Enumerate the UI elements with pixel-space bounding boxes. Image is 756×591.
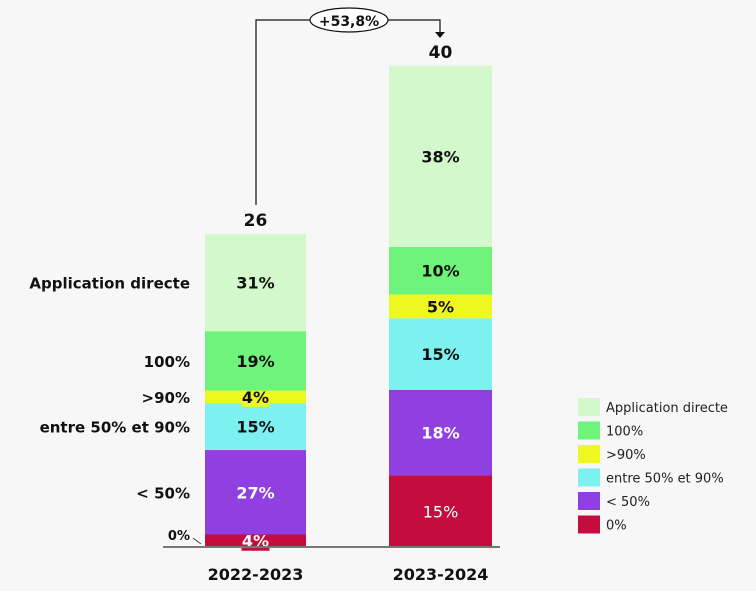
x-tick-label: 2023-2024	[393, 565, 489, 584]
legend-label: >90%	[606, 448, 646, 463]
bar-segment	[205, 331, 306, 391]
data-label: 18%	[421, 424, 459, 443]
legend-label: Application directe	[606, 401, 728, 416]
data-label: 5%	[427, 297, 454, 316]
legend-swatch	[578, 398, 600, 416]
side-label: 100%	[144, 353, 190, 371]
legend-swatch	[578, 421, 600, 440]
data-label: 4%	[242, 388, 269, 407]
bar-segment	[389, 65, 492, 247]
x-tick-label: 2022-2023	[208, 565, 304, 584]
legend-swatch	[578, 515, 600, 534]
bar-segment	[389, 475, 492, 547]
data-label: 10%	[421, 262, 459, 281]
legend-label: < 50%	[606, 495, 650, 510]
side-label: entre 50% et 90%	[40, 419, 190, 437]
data-label: 15%	[423, 502, 459, 521]
data-label: 15%	[236, 418, 274, 437]
legend-label: 0%	[606, 519, 627, 534]
bar-segment	[205, 403, 306, 451]
data-label: 15%	[421, 345, 459, 364]
data-label: 27%	[236, 483, 274, 502]
legend-label: 100%	[606, 425, 643, 440]
data-label: 31%	[236, 274, 274, 293]
bar-segment	[389, 318, 492, 390]
legend-swatch	[578, 468, 600, 487]
data-label: 38%	[421, 147, 459, 166]
legend-label: entre 50% et 90%	[606, 472, 724, 487]
legend-swatch	[578, 445, 600, 463]
total-label: 40	[429, 43, 453, 63]
bar-segment	[205, 450, 306, 535]
growth-badge	[309, 7, 389, 33]
side-label: >90%	[142, 389, 190, 407]
bar-segment	[389, 294, 492, 319]
data-label: 4%	[242, 532, 269, 551]
bar-segment	[389, 389, 492, 476]
side-label: Application directe	[29, 275, 190, 293]
arrow-head-icon	[435, 32, 445, 38]
total-label: 26	[244, 211, 268, 231]
bar-segment	[389, 246, 492, 295]
data-label-background	[241, 530, 270, 551]
side-label: < 50%	[136, 484, 190, 502]
growth-label: +53,8%	[319, 14, 379, 30]
legend-swatch	[578, 492, 600, 510]
side-label: 0%	[168, 529, 190, 544]
data-label-background	[241, 386, 270, 407]
data-label: 19%	[236, 352, 274, 371]
leader-line	[192, 537, 202, 545]
bar-segment	[205, 234, 306, 332]
